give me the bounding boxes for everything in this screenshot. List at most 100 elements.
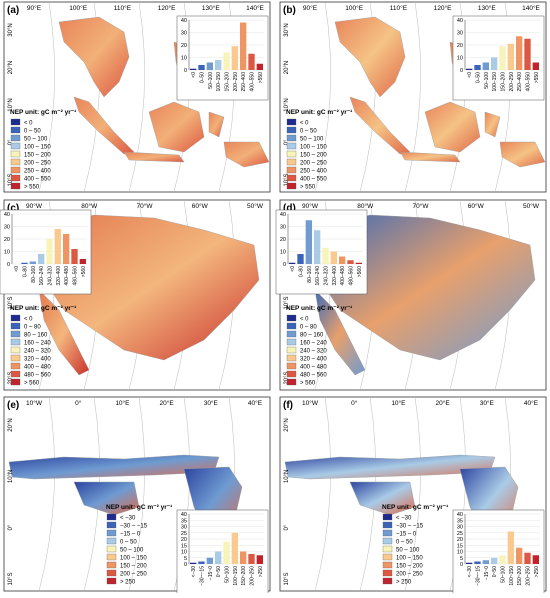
legend-label: 150 – 200 <box>396 564 423 570</box>
legend-title: NEP unit: gC m⁻² yr⁻¹ <box>286 305 352 312</box>
country-border <box>314 396 331 592</box>
legend-swatch <box>382 561 393 569</box>
lat-tick-label: 20°S <box>8 371 14 384</box>
inset-bar <box>305 220 312 264</box>
legend-label: 480 – 560 <box>24 373 51 379</box>
inset-bar <box>532 62 539 70</box>
inset-frame <box>452 509 545 595</box>
inset-bar <box>499 46 506 70</box>
inset-bar <box>482 62 489 70</box>
inset-x-tick-label: 80–160 <box>307 266 313 283</box>
inset-x-tick-label: 0–80 <box>23 266 29 277</box>
inset-x-tick-label: 0~50 <box>216 566 222 577</box>
map-panel: (a) 90°E 100°E 110°E 120°E 130°E 140°E 30°N 20°N… <box>3 1 271 193</box>
legend-swatch <box>10 182 21 190</box>
inset-y-tick-label: 0 <box>7 262 10 268</box>
inset-bar <box>507 43 514 70</box>
country-border <box>314 1 331 193</box>
inset-y-tick-label: 25 <box>457 531 463 537</box>
legend-swatch <box>10 354 21 362</box>
inset-y-tick-label: 10 <box>457 550 463 556</box>
inset-bar <box>231 532 238 564</box>
lon-tick-label: 30°E <box>204 399 219 407</box>
inset-bar <box>223 52 230 70</box>
lat-tick-label: 10°N <box>284 98 290 111</box>
inset-y-tick-label: 0 <box>184 562 187 568</box>
inset-bar <box>223 541 230 564</box>
inset-x-tick-label: 400–550 <box>526 72 532 92</box>
legend-label: 400 – 550 <box>24 177 51 183</box>
inset-x-tick-label: 100–150 <box>216 72 222 92</box>
legend-swatch <box>106 545 117 553</box>
country-border <box>404 1 421 193</box>
inset-bar <box>330 251 337 264</box>
legend-swatch <box>382 577 393 585</box>
inset-x-tick-label: <0 <box>290 266 296 272</box>
inset-x-tick-label: 50–100 <box>484 72 490 89</box>
map-panel: (f) 10°W 0° 10°E 20°E 30°E 40°E 20°N 10°N 0° 10°S N… <box>279 396 547 595</box>
lat-tick-label: 20°N <box>284 418 290 431</box>
legend-title: NEP unit: gC m⁻² yr⁻¹ <box>10 305 76 312</box>
land-nep <box>319 214 536 361</box>
inset-bar <box>355 262 362 264</box>
legend-label: 100 – 150 <box>24 145 51 151</box>
lon-tick-label: 50°W <box>523 202 540 210</box>
inset-x-tick-label: 150–200 <box>225 72 231 92</box>
inset-y-tick-label: 40 <box>181 18 187 24</box>
legend-swatch <box>10 118 21 126</box>
inset-bar <box>499 555 506 564</box>
inset-x-tick-label: 50–100 <box>208 72 214 89</box>
inset-x-tick-label: 480–560 <box>73 266 79 286</box>
inset-x-tick-label: 150~200 <box>241 566 247 586</box>
inset-y-tick-label: 10 <box>181 550 187 556</box>
inset-y-tick-label: 0 <box>460 562 463 568</box>
inset-x-tick-label: 200–250 <box>509 72 515 92</box>
inset-y-tick-label: 30 <box>181 31 187 37</box>
inset-y-tick-label: 10 <box>181 56 187 62</box>
inset-bar <box>215 551 222 564</box>
inset-y-tick-label: 20 <box>181 537 187 543</box>
inset-x-tick-label: <0 <box>467 72 473 78</box>
legend-label: 160 – 240 <box>300 341 327 347</box>
inset-bar <box>289 262 296 264</box>
legend-swatch <box>286 362 297 370</box>
inset-y-tick-label: 30 <box>457 31 463 37</box>
inset-x-tick-label: <−30 <box>191 566 197 578</box>
inset-bar <box>507 531 514 564</box>
inset-x-tick-label: 480–560 <box>349 266 355 286</box>
legend-swatch <box>286 338 297 346</box>
inset-x-tick-label: >560 <box>357 266 363 277</box>
inset-x-tick-label: 320–400 <box>332 266 338 286</box>
legend-swatch <box>10 378 21 386</box>
legend-label: 200 – 250 <box>396 572 423 578</box>
inset-bar <box>248 554 255 564</box>
legend-swatch <box>382 529 393 537</box>
legend-swatch <box>10 346 21 354</box>
legend-label: −15 – 0 <box>120 532 141 538</box>
inset-x-tick-label: 150–200 <box>501 72 507 92</box>
legend-swatch <box>286 142 297 150</box>
inset-bar <box>474 65 481 70</box>
inset-y-tick-label: 15 <box>457 543 463 549</box>
lon-tick-label: 90°W <box>26 202 43 210</box>
land-nep <box>73 481 140 516</box>
inset-bar <box>206 557 213 564</box>
inset-x-tick-label: 200–250 <box>233 72 239 92</box>
inset-bar <box>491 57 498 70</box>
inset-bar <box>231 46 238 70</box>
lat-tick-label: 10°N <box>284 470 290 483</box>
legend-swatch <box>10 330 21 338</box>
inset-bar <box>46 239 53 264</box>
inset-bar <box>79 259 86 264</box>
land-nep <box>223 141 270 168</box>
legend-swatch <box>382 521 393 529</box>
legend-swatch <box>382 513 393 521</box>
inset-frame <box>176 509 269 595</box>
lon-tick-label: 110°E <box>114 4 132 12</box>
map-panel: (e) 10°W 0° 10°E 20°E 30°E 40°E 20°N 10°N 0° 10°S N… <box>3 396 271 595</box>
inset-x-tick-label: −15~0 <box>484 566 490 580</box>
inset-x-tick-label: 250–400 <box>241 72 247 92</box>
inset-bar <box>516 36 523 70</box>
lon-tick-label: 20°E <box>160 399 175 407</box>
inset-bar <box>198 65 205 70</box>
